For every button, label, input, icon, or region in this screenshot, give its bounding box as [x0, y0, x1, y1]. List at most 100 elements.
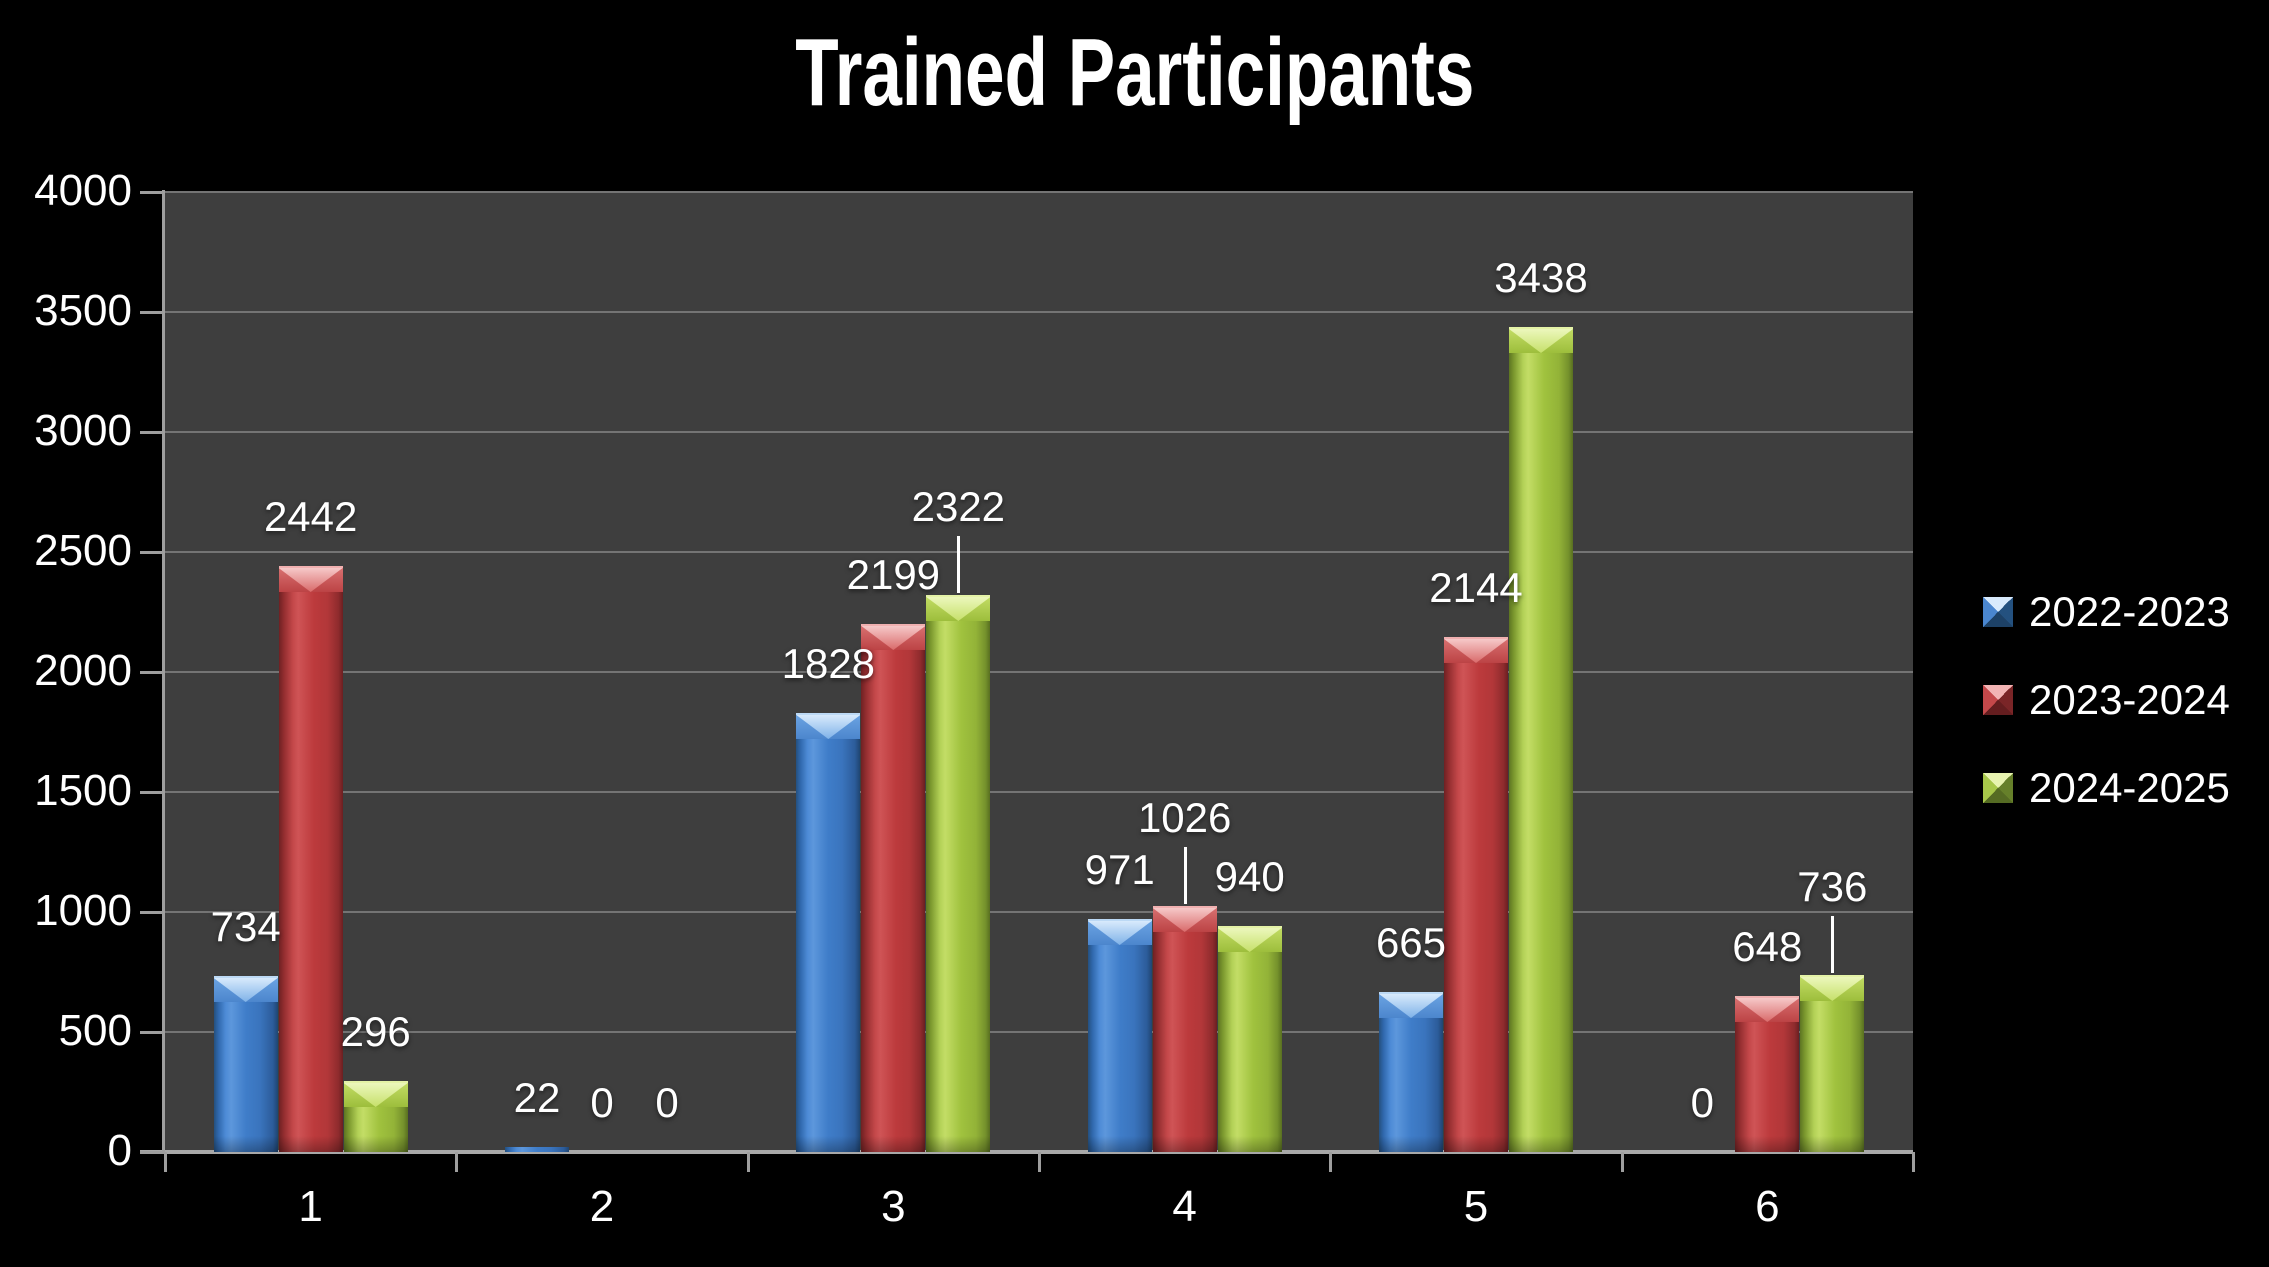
- y-axis-tick: [140, 311, 165, 314]
- y-axis-tick: [140, 551, 165, 554]
- gridline: [165, 911, 1913, 913]
- bar-top-bevel: [1735, 996, 1800, 1022]
- bar-2022-2023-category-4: [1087, 919, 1152, 1152]
- gridline: [165, 791, 1913, 793]
- data-label-2022-2023-category-1: 734: [210, 903, 281, 950]
- bar-top-bevel-facet: [278, 568, 343, 592]
- bar-bottom-bevel: [343, 1136, 408, 1152]
- y-axis-tick: [140, 1031, 165, 1034]
- chart-title-text: Trained Participants: [794, 19, 1475, 126]
- bar-bottom-bevel: [1509, 1136, 1573, 1152]
- gridline: [165, 191, 1913, 193]
- bar-top-bevel: [1379, 992, 1443, 1018]
- gridline: [165, 1031, 1913, 1033]
- bar-2022-2023-category-2: [505, 1147, 569, 1152]
- y-axis-line: [162, 190, 165, 1154]
- y-axis-tick: [140, 911, 165, 914]
- x-axis-tick: [1038, 1152, 1041, 1172]
- y-axis-label: 4000: [34, 166, 132, 215]
- bar-bottom-bevel: [1800, 1136, 1865, 1152]
- data-label-2023-2024-category-6: 648: [1732, 923, 1803, 970]
- bar-top-bevel-facet: [1800, 977, 1865, 1001]
- y-axis-tick: [140, 431, 165, 434]
- x-axis-label: 6: [1755, 1182, 1780, 1231]
- x-axis-tick: [746, 1152, 750, 1172]
- data-label-2022-2023-category-5: 665: [1375, 919, 1447, 966]
- x-axis-tick: [1620, 1152, 1624, 1172]
- bar-top-bevel: [926, 595, 991, 621]
- y-axis-label: 1500: [34, 766, 132, 815]
- bar-bottom-bevel: [1379, 1136, 1443, 1152]
- y-axis-label: 2000: [34, 646, 132, 695]
- y-axis-label: 3500: [34, 286, 132, 335]
- bar-2023-2024-category-3: [861, 624, 926, 1152]
- data-label-2024-2025-category-5: 3438: [1494, 254, 1588, 301]
- data-label-2023-2024-category-3: 2199: [846, 551, 941, 598]
- bar-top-bevel: [861, 624, 926, 650]
- bar-bottom-bevel: [926, 1136, 991, 1152]
- y-axis-tick: [140, 191, 165, 194]
- legend-item-2022-2023: 2022-2023: [1983, 588, 2230, 635]
- bar-top-bevel-facet: [1444, 639, 1508, 663]
- y-axis-label: 2500: [34, 526, 132, 575]
- bar-bottom-bevel: [796, 1136, 861, 1152]
- data-label-2023-2024-category-1: 2442: [263, 493, 358, 540]
- x-axis-label: 5: [1463, 1182, 1489, 1231]
- chart-title: Trained Participants: [0, 18, 2269, 128]
- x-axis-tick: [164, 1152, 167, 1172]
- legend-label: 2024-2025: [2029, 764, 2230, 811]
- bar-top-bevel-facet: [1217, 928, 1282, 952]
- x-axis-tick: [455, 1152, 459, 1172]
- x-axis-tick: [1912, 1152, 1915, 1172]
- legend-label: 2023-2024: [2029, 676, 2230, 723]
- bar-top-bevel-facet: [926, 597, 991, 621]
- bar-2022-2023-category-1: [213, 976, 278, 1152]
- data-label-2023-2024-category-2: 0: [590, 1079, 614, 1126]
- data-label-leader-line: [1183, 847, 1187, 904]
- data-label-2024-2025-category-2: 0: [655, 1079, 679, 1126]
- x-axis-line: [140, 1150, 1913, 1154]
- bar-2024-2025-category-6: [1800, 975, 1865, 1152]
- data-label-leader-line: [957, 536, 961, 593]
- bar-top-bevel-facet: [1087, 921, 1152, 945]
- gridline: [165, 311, 1913, 313]
- data-label-2024-2025-category-6: 736: [1797, 863, 1868, 910]
- bar-top-bevel: [796, 713, 861, 739]
- data-label-2022-2023-category-6: 0: [1690, 1079, 1714, 1126]
- bar-2022-2023-category-3: [796, 713, 861, 1152]
- bar-top-bevel: [1217, 926, 1282, 952]
- data-label-2024-2025-category-3: 2322: [911, 483, 1006, 530]
- bar-top-bevel: [1444, 637, 1508, 663]
- bar-bottom-bevel: [278, 1136, 343, 1152]
- x-axis-label: 4: [1172, 1182, 1197, 1231]
- y-axis-label: 0: [107, 1126, 132, 1175]
- data-label-leader-line: [1831, 916, 1835, 973]
- y-axis-label: 3000: [34, 406, 132, 455]
- bar-bottom-bevel: [213, 1136, 278, 1152]
- gridline: [165, 551, 1913, 553]
- y-axis-tick: [140, 671, 165, 674]
- bar-2023-2024-category-1: [278, 566, 343, 1152]
- bar-top-bevel: [343, 1081, 408, 1107]
- bar-top-bevel: [278, 566, 343, 592]
- legend-marker-icon: [1983, 685, 2013, 715]
- bar-2022-2023-category-5: [1379, 992, 1443, 1152]
- bar-2024-2025-category-1: [343, 1081, 408, 1152]
- legend-item-2023-2024: 2023-2024: [1983, 676, 2230, 723]
- bar-top-bevel-facet: [1735, 998, 1800, 1022]
- bar-top-bevel-facet: [343, 1083, 408, 1107]
- legend-label: 2022-2023: [2029, 588, 2230, 635]
- y-axis-label: 500: [58, 1006, 132, 1055]
- bar-bottom-bevel: [1735, 1136, 1800, 1152]
- bar-top-bevel-facet: [1152, 908, 1217, 932]
- bar-2023-2024-category-6: [1735, 996, 1800, 1152]
- bar-top-bevel-facet: [1379, 994, 1443, 1018]
- y-axis-tick: [140, 791, 165, 794]
- legend-marker-icon: [1983, 773, 2013, 803]
- legend-item-2024-2025: 2024-2025: [1983, 764, 2230, 811]
- bar-bottom-bevel: [1444, 1136, 1508, 1152]
- y-axis-label: 1000: [34, 886, 132, 935]
- gridline: [165, 431, 1913, 433]
- y-axis-tick: [140, 1151, 165, 1154]
